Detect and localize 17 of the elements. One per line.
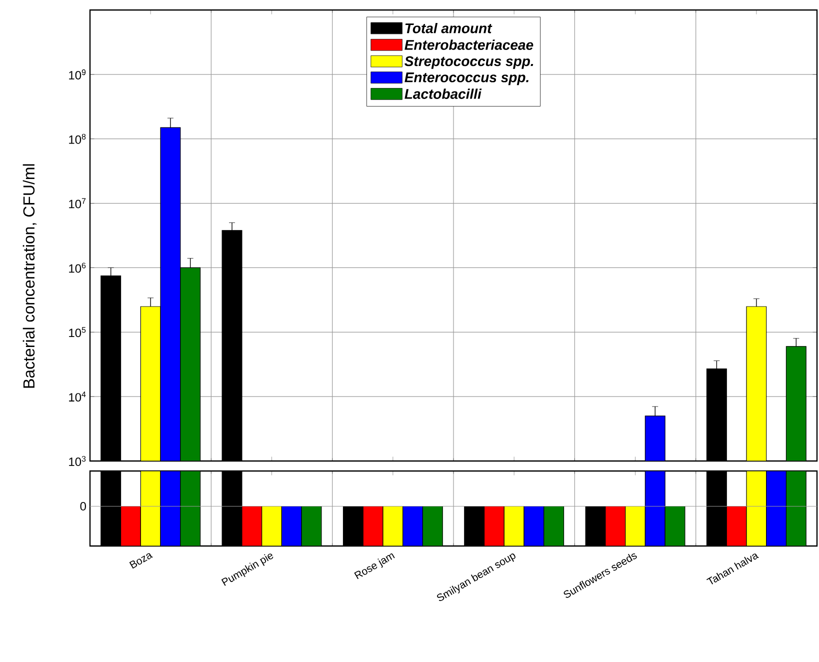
- y-tick-label: 10$^{6}$: [69, 262, 86, 273]
- x-tick-label: Boza: [129, 553, 153, 569]
- legend-label: Enterococcus spp.: [404, 72, 528, 86]
- y-tick-label: 10$^{3}$: [69, 456, 86, 466]
- y-axis-title: Bacterial concentration, CFU/ml: [22, 164, 36, 388]
- y-tick-label: 10$^{8}$: [69, 134, 86, 144]
- y-tick-label: 10$^{9}$: [69, 69, 86, 80]
- text: 0: [80, 502, 86, 510]
- y-tick-label: 10$^{5}$: [69, 327, 86, 338]
- legend-label: Lactobacilli: [404, 88, 482, 99]
- y-tick-label: 10$^{4}$: [69, 392, 86, 402]
- y-tick-label: 10$^{7}$: [69, 198, 86, 208]
- x-tick-label: Tahan halva: [706, 554, 759, 584]
- legend-label: Enterobacteriaceae: [404, 40, 534, 50]
- legend-label: Total amount: [405, 22, 492, 34]
- x-tick-label: Rose jam: [354, 553, 395, 580]
- legend-label: Streptococcus spp.: [404, 56, 534, 69]
